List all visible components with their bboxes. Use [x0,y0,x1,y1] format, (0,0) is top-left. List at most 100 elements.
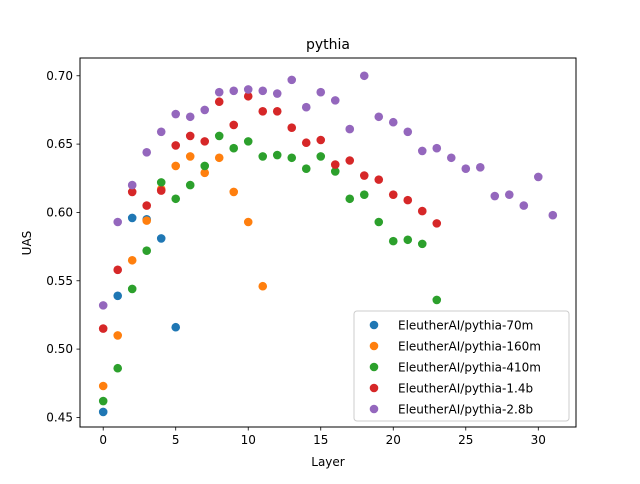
data-point [142,216,152,225]
data-point [345,156,355,165]
data-point [113,291,123,301]
legend-label: EleutherAI/pythia-160m [398,340,541,354]
data-point [142,246,152,255]
data-point [98,381,108,391]
data-point [127,187,137,197]
data-point [504,190,514,199]
data-point [287,153,297,163]
data-point [359,190,369,199]
data-point [461,164,471,173]
data-point [200,105,210,115]
data-point [272,150,282,160]
data-point [446,153,456,163]
data-point [301,164,311,173]
data-point [330,167,340,176]
data-point [258,86,268,96]
data-point [258,107,268,116]
data-point [388,117,398,127]
data-point [229,86,239,96]
data-point [156,186,166,195]
data-point [156,178,166,187]
data-point [243,85,253,94]
data-point [403,195,413,205]
legend-marker [369,383,379,393]
data-point [359,71,369,81]
data-point [214,87,224,97]
data-point [374,175,384,184]
data-point [243,137,253,146]
data-point [113,217,123,227]
data-point [316,152,326,161]
data-point [113,265,123,275]
legend-marker [369,320,379,330]
marks-layer [98,71,558,417]
data-point [200,168,210,178]
data-point [301,102,311,112]
data-point [403,127,413,137]
data-point [185,180,195,190]
data-point [345,124,355,134]
data-point [258,152,268,161]
data-point [417,146,427,156]
y-axis: 0.45 0.50 0.55 0.60 0.65 0.70 [46,69,80,424]
data-point [287,75,297,85]
y-axis-label: UAS [20,231,34,256]
legend-marker [369,362,379,372]
legend-label: EleutherAI/pythia-2.8b [398,403,533,417]
data-point [330,96,340,105]
x-tick-label: 0 [99,433,107,447]
data-point [214,97,224,107]
data-point [301,138,311,148]
data-point [185,152,195,161]
data-point [417,206,427,216]
x-tick-label: 15 [313,433,328,447]
legend-label: EleutherAI/pythia-410m [398,361,541,375]
data-point [171,141,181,150]
data-point [519,201,529,210]
data-point [475,163,485,172]
data-point [98,301,108,310]
y-tick-label: 0.45 [46,410,73,424]
data-point [243,217,253,227]
data-point [113,331,123,340]
data-point [258,281,268,291]
data-point [156,234,166,243]
data-point [171,109,181,119]
data-point [432,219,442,228]
data-point [171,322,181,332]
data-point [229,143,239,153]
x-tick-label: 30 [531,433,546,447]
data-point [127,284,137,294]
x-tick-label: 20 [386,433,401,447]
data-point [200,161,210,171]
data-point [127,213,137,223]
data-point [374,217,384,227]
data-point [98,407,108,417]
data-point [388,190,398,199]
data-point [388,236,398,246]
data-point [548,210,558,220]
data-point [127,255,137,265]
data-point [432,143,442,153]
legend: EleutherAI/pythia-70m EleutherAI/pythia-1… [353,310,570,422]
y-tick-label: 0.55 [46,274,73,288]
data-point [374,112,384,122]
chart-title: pythia [306,37,350,53]
data-point [185,131,195,141]
data-point [533,172,543,182]
data-point [229,187,239,197]
y-tick-label: 0.60 [46,205,73,219]
data-point [185,112,195,122]
data-point [490,191,500,201]
legend-box [353,310,570,422]
legend-marker [369,404,379,414]
x-tick-label: 10 [241,433,256,447]
data-point [156,127,166,137]
series-2 [98,131,442,406]
x-tick-label: 5 [172,433,180,447]
data-point [113,363,123,373]
data-point [200,137,210,146]
data-point [417,239,427,249]
data-point [272,89,282,98]
y-tick-label: 0.70 [46,69,73,83]
